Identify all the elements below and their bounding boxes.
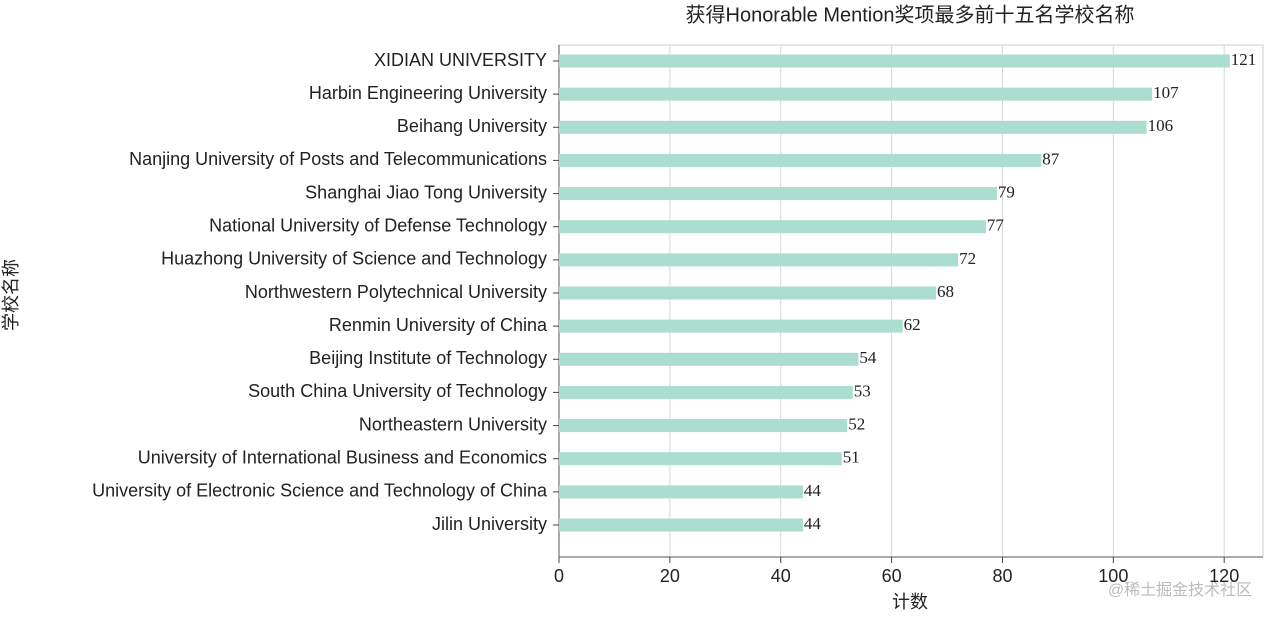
- value-label: 121: [1231, 50, 1257, 69]
- value-label: 72: [959, 249, 976, 268]
- y-tick-label: University of Electronic Science and Tec…: [92, 481, 548, 501]
- value-label: 44: [804, 481, 822, 500]
- value-label: 68: [937, 282, 954, 301]
- x-tick-label: 20: [660, 566, 680, 586]
- bar: [559, 352, 859, 366]
- value-label: 107: [1153, 83, 1179, 102]
- y-tick-label: Nanjing University of Posts and Telecomm…: [129, 149, 547, 169]
- x-tick-label: 80: [992, 566, 1012, 586]
- x-tick-label: 120: [1209, 566, 1239, 586]
- x-tick-label: 0: [554, 566, 564, 586]
- x-tick-label: 40: [771, 566, 791, 586]
- y-tick-label: Northeastern University: [359, 414, 547, 434]
- bar: [559, 319, 903, 333]
- value-label: 51: [843, 448, 860, 467]
- bar: [559, 419, 848, 433]
- bar: [559, 87, 1153, 101]
- y-axis-label: 学校名称: [1, 259, 21, 331]
- value-label: 79: [998, 182, 1015, 201]
- chart-title: 获得Honorable Mention奖项最多前十五名学校名称: [686, 3, 1135, 26]
- y-tick-label: Jilin University: [432, 514, 547, 534]
- bar: [559, 385, 853, 399]
- y-tick-label: Northwestern Polytechnical University: [245, 282, 547, 302]
- y-tick-label: Beijing Institute of Technology: [309, 348, 547, 368]
- bar: [559, 485, 803, 499]
- value-label: 53: [854, 381, 871, 400]
- y-tick-label: National University of Defense Technolog…: [209, 215, 547, 235]
- x-tick-label: 100: [1098, 566, 1128, 586]
- value-label: 52: [848, 414, 865, 433]
- value-label: 87: [1042, 149, 1060, 168]
- bar: [559, 518, 803, 532]
- y-tick-label: Shanghai Jiao Tong University: [305, 182, 547, 202]
- y-tick-label: Harbin Engineering University: [309, 83, 547, 103]
- value-label: 44: [804, 514, 822, 533]
- bar: [559, 452, 842, 466]
- bar: [559, 120, 1147, 134]
- y-tick-label: University of International Business and…: [138, 447, 547, 467]
- value-label: 77: [987, 216, 1005, 235]
- x-axis-label: 计数: [892, 592, 928, 612]
- y-tick-label: XIDIAN UNIVERSITY: [374, 50, 547, 70]
- y-tick-label: South China University of Technology: [248, 381, 547, 401]
- bar: [559, 153, 1042, 167]
- value-label: 54: [859, 348, 877, 367]
- y-tick-label: Beihang University: [397, 116, 547, 136]
- bar: [559, 220, 986, 234]
- bar: [559, 54, 1230, 68]
- bar: [559, 253, 959, 267]
- watermark: @稀土掘金技术社区: [1108, 581, 1252, 599]
- bar: [559, 286, 936, 300]
- value-label: 62: [904, 315, 921, 334]
- value-label: 106: [1148, 116, 1174, 135]
- bar: [559, 187, 997, 201]
- y-tick-label: Renmin University of China: [329, 315, 548, 335]
- y-tick-label: Huazhong University of Science and Techn…: [161, 249, 547, 269]
- x-tick-label: 60: [882, 566, 902, 586]
